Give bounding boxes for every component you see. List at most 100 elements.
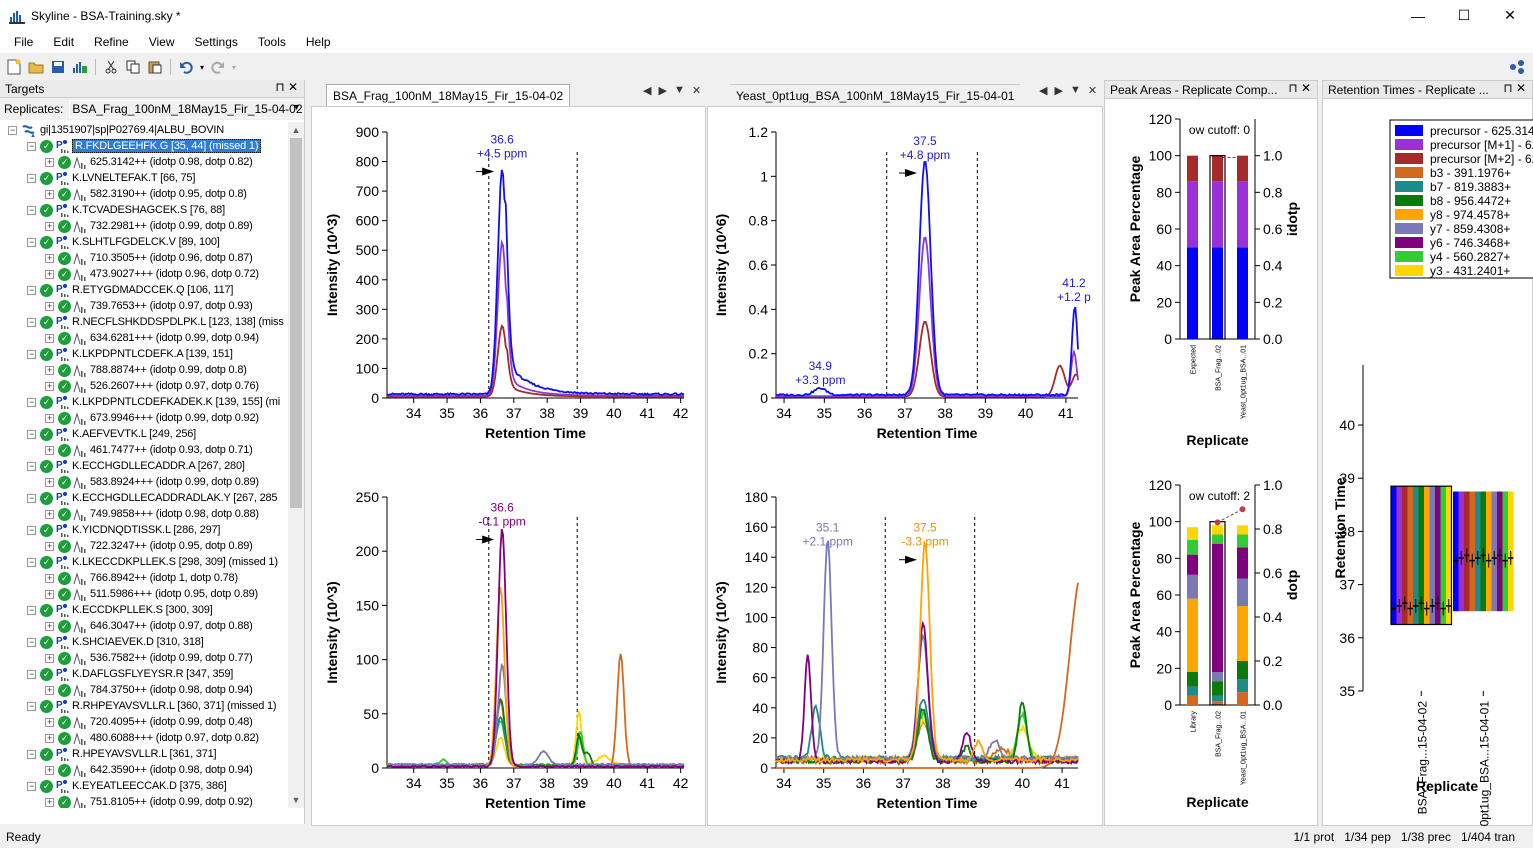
menu-settings[interactable]: Settings xyxy=(194,35,238,49)
peptide-row[interactable]: − ✓ P K.SHCIAEVEK.D [310, 318] xyxy=(0,634,289,650)
targets-scrollbar[interactable]: ▲ ▼ xyxy=(288,122,304,808)
expand-toggle[interactable]: − xyxy=(27,748,36,759)
peptide-row[interactable]: − ✓ P K.LKPDPNTLCDEFK.A [139, 151] xyxy=(0,346,289,362)
expand-toggle[interactable]: + xyxy=(45,764,54,775)
prev-tab-icon[interactable]: ◀ xyxy=(643,85,652,97)
replicates-dropdown[interactable]: BSA_Frag_100nM_18May15_Fir_15-04-02 xyxy=(69,100,304,118)
close-icon[interactable]: ✕ xyxy=(1515,81,1526,95)
expand-toggle[interactable]: − xyxy=(27,316,36,327)
next-tab-icon[interactable]: ▶ xyxy=(658,85,667,97)
expand-toggle[interactable]: − xyxy=(27,556,36,567)
expand-toggle[interactable]: + xyxy=(45,220,54,231)
expand-toggle[interactable]: + xyxy=(45,716,54,727)
save-icon[interactable] xyxy=(48,58,68,76)
peptide-row[interactable]: − ✓ P R.FKDLGEEHFK.G [35, 44] (missed 1) xyxy=(0,138,289,154)
tab-menu-icon[interactable]: ▼ xyxy=(1069,84,1081,96)
expand-toggle[interactable]: − xyxy=(27,172,36,183)
precursor-row[interactable]: + ✓ 766.8942++ (idotp 1, dotp 0.78) xyxy=(0,570,289,586)
redo-icon[interactable] xyxy=(208,58,228,76)
peptide-row[interactable]: − ✓ P K.AEFVEVTK.L [249, 256] xyxy=(0,426,289,442)
cut-icon[interactable] xyxy=(101,58,121,76)
expand-toggle[interactable]: + xyxy=(45,444,54,455)
peptide-row[interactable]: − ✓ P K.EYEATLEECCAK.D [375, 386] xyxy=(0,778,289,794)
chart-yeast-fragment[interactable]: 0 20 40 60 80 100 120 140 160 180 34 35 36 37 38 39 40 41… xyxy=(708,472,1104,827)
expand-toggle[interactable]: − xyxy=(27,668,36,679)
precursor-row[interactable]: + ✓ 673.9946+++ (idotp 0.99, dotp 0.92) xyxy=(0,410,289,426)
redo-dropdown-icon[interactable]: ▾ xyxy=(231,62,236,72)
expand-toggle[interactable]: + xyxy=(45,620,54,631)
expand-toggle[interactable]: − xyxy=(27,492,36,503)
pin-icon[interactable]: ⊓ xyxy=(275,80,285,94)
expand-toggle[interactable]: + xyxy=(45,364,54,375)
precursor-row[interactable]: + ✓ 646.3047++ (idotp 0.97, dotp 0.88) xyxy=(0,618,289,634)
open-folder-icon[interactable] xyxy=(26,58,46,76)
precursor-row[interactable]: + ✓ 582.3190++ (idotp 0.95, dotp 0.8) xyxy=(0,186,289,202)
chrom-pane-bsa[interactable]: 0 100 200 300 400 500 600 700 800 900 34 35 36 37 38 39… xyxy=(311,106,706,826)
precursor-row[interactable]: + ✓ 473.9027+++ (idotp 0.96, dotp 0.72) xyxy=(0,266,289,282)
expand-toggle[interactable]: − xyxy=(27,236,36,247)
expand-toggle[interactable]: + xyxy=(45,540,54,551)
expand-toggle[interactable]: + xyxy=(45,684,54,695)
close-tab-icon[interactable]: ✕ xyxy=(1087,85,1098,97)
pin-icon[interactable]: ⊓ xyxy=(1288,81,1298,95)
expand-toggle[interactable]: + xyxy=(45,652,54,663)
peptide-row[interactable]: − ✓ P K.SLHTLFGDELCK.V [89, 100] xyxy=(0,234,289,250)
close-icon[interactable]: ✕ xyxy=(1300,81,1311,95)
close-button[interactable]: ✕ xyxy=(1504,7,1516,23)
precursor-row[interactable]: + ✓ 749.9858+++ (idotp 0.98, dotp 0.88) xyxy=(0,506,289,522)
expand-toggle[interactable]: + xyxy=(45,300,54,311)
expand-toggle[interactable]: − xyxy=(27,636,36,647)
precursor-row[interactable]: + ✓ 710.3505++ (idotp 0.96, dotp 0.87) xyxy=(0,250,289,266)
chart-yeast-precursor[interactable]: 0 0.2 0.4 0.6 0.8 1 1.2 34 35 36 37 38 39 40 41 Retenti… xyxy=(708,107,1104,472)
expand-toggle[interactable]: + xyxy=(45,508,54,519)
expand-toggle[interactable]: + xyxy=(45,476,54,487)
new-document-icon[interactable] xyxy=(4,58,24,76)
collapse-toggle[interactable]: − xyxy=(8,124,17,135)
expand-toggle[interactable]: + xyxy=(45,188,54,199)
expand-toggle[interactable]: − xyxy=(27,460,36,471)
precursor-row[interactable]: + ✓ 461.7477++ (idotp 0.93, dotp 0.71) xyxy=(0,442,289,458)
expand-toggle[interactable]: + xyxy=(45,572,54,583)
expand-toggle[interactable]: − xyxy=(27,396,36,407)
targets-tree[interactable]: − ▲ gi|1351907|sp|P02769.4|ALBU_BOVIN − ✓… xyxy=(0,122,289,808)
expand-toggle[interactable]: − xyxy=(27,604,36,615)
peptide-row[interactable]: − ✓ P K.ECCHGDLLECADDR.A [267, 280] xyxy=(0,458,289,474)
minimize-button[interactable]: — xyxy=(1411,7,1425,24)
precursor-row[interactable]: + ✓ 480.6088+++ (idotp 0.97, dotp 0.82) xyxy=(0,730,289,746)
expand-toggle[interactable]: + xyxy=(45,588,54,599)
peptide-row[interactable]: − ✓ P K.LKECCDKPLLEK.S [298, 309] (missed 1… xyxy=(0,554,289,570)
expand-toggle[interactable]: − xyxy=(27,284,36,295)
peptide-row[interactable]: − ✓ P K.DAFLGSFLYEYSR.R [347, 359] xyxy=(0,666,289,682)
chrom-pane-yeast[interactable]: 0 0.2 0.4 0.6 0.8 1 1.2 34 35 36 37 38 39 40 41 Retenti… xyxy=(707,106,1103,826)
chrom-tab-bsa-label[interactable]: BSA_Frag_100nM_18May15_Fir_15-04-02 xyxy=(326,84,571,106)
copy-icon[interactable] xyxy=(123,58,143,76)
expand-toggle[interactable]: + xyxy=(45,732,54,743)
chrom-tab-yeast-label[interactable]: Yeast_0pt1ug_BSA_100nM_18May15_Fir_15-04… xyxy=(730,84,1021,106)
undo-icon[interactable] xyxy=(176,58,196,76)
peptide-row[interactable]: − ✓ P R.RHPEYAVSVLLR.L [360, 371] (missed 1… xyxy=(0,698,289,714)
expand-toggle[interactable]: + xyxy=(45,156,54,167)
expand-toggle[interactable]: − xyxy=(27,524,36,535)
share-icon[interactable] xyxy=(1507,58,1527,76)
precursor-row[interactable]: + ✓ 583.8924+++ (idotp 0.99, dotp 0.89) xyxy=(0,474,289,490)
chart-peak-areas-precursor[interactable]: 0 20 40 60 80 100 120 0.0 0.2 0.4 0.6 0.8 1.0 Peak Ar… xyxy=(1105,101,1317,471)
precursor-row[interactable]: + ✓ 511.5986+++ (idotp 0.95, dotp 0.89) xyxy=(0,586,289,602)
menu-edit[interactable]: Edit xyxy=(53,35,75,49)
paste-icon[interactable] xyxy=(145,58,165,76)
chart-peak-areas-fragment[interactable]: 0 20 40 60 80 100 120 0.0 0.2 0.4 0.6 0.8 1.0 Peak Ar… xyxy=(1105,471,1317,823)
expand-toggle[interactable]: − xyxy=(27,204,36,215)
expand-toggle[interactable]: + xyxy=(45,332,54,343)
chart-bsa-precursor[interactable]: 0 100 200 300 400 500 600 700 800 900 34 35 36 37 38 39… xyxy=(312,107,707,472)
chart-bsa-fragment[interactable]: 0 50 100 150 200 250 34 35 36 37 38 39 40 41 42 Retenti… xyxy=(312,472,707,827)
peptide-row[interactable]: − ✓ P K.LVNELTEFAK.T [66, 75] xyxy=(0,170,289,186)
chrom-tab-bsa[interactable]: BSA_Frag_100nM_18May15_Fir_15-04-02 xyxy=(326,80,571,106)
precursor-row[interactable]: + ✓ 751.8105++ (idotp 0.99, dotp 0.92) xyxy=(0,794,289,808)
chart-retention-times[interactable]: 35 36 37 38 39 40 Retention Time BSA_Frag...15-… xyxy=(1323,101,1533,827)
peptide-row[interactable]: − ✓ P K.TCVADESHAGCEK.S [76, 88] xyxy=(0,202,289,218)
precursor-row[interactable]: + ✓ 526.2607+++ (idotp 0.97, dotp 0.76) xyxy=(0,378,289,394)
tab-menu-icon[interactable]: ▼ xyxy=(673,84,685,96)
expand-toggle[interactable]: + xyxy=(45,252,54,263)
expand-toggle[interactable]: − xyxy=(27,780,36,791)
peptide-row[interactable]: − ✓ P R.HPEYAVSVLLR.L [361, 371] xyxy=(0,746,289,762)
expand-toggle[interactable]: − xyxy=(27,700,36,711)
